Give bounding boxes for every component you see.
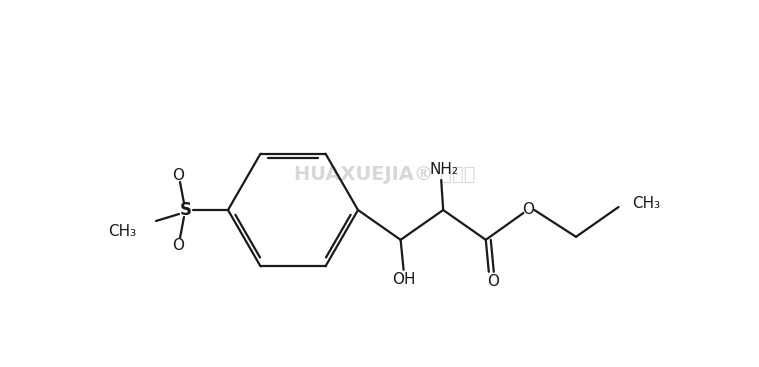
Text: CH₃: CH₃: [632, 196, 660, 211]
Text: HUAXUEJIA® 化学加: HUAXUEJIA® 化学加: [294, 166, 476, 185]
Text: O: O: [172, 167, 184, 182]
Text: OH: OH: [392, 272, 415, 287]
Text: NH₂: NH₂: [430, 163, 458, 178]
Text: O: O: [172, 237, 184, 252]
Text: O: O: [522, 203, 534, 218]
Text: O: O: [487, 274, 499, 289]
Text: CH₃: CH₃: [108, 224, 136, 239]
Text: S: S: [180, 201, 192, 219]
